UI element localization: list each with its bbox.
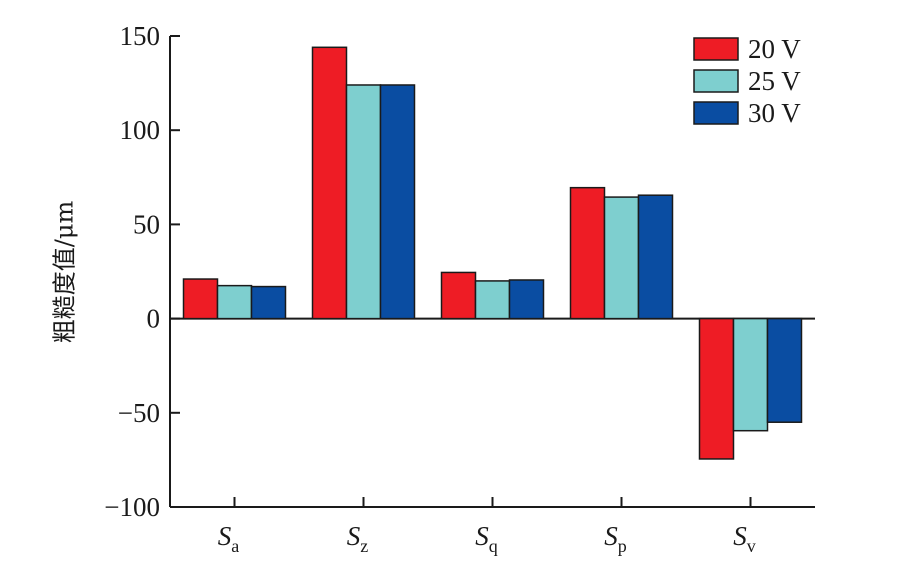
bar-25v-sa [216,284,253,320]
x-tick-label: Sq [475,521,498,556]
bar-20v-sv [698,317,735,460]
bar-20v-sp [569,186,606,320]
x-tick-label: Sa [218,521,240,556]
y-tick-label: −50 [118,398,160,428]
x-tick-label-main: S [347,521,361,551]
y-axis-label: 粗糙度值/μm [51,201,79,344]
y-ticks: −100 −50 0 50 100 150 [104,21,180,522]
y-tick-label: 0 [147,304,161,334]
bar-20v-sa [182,278,219,320]
legend-swatch [693,101,739,125]
bar-20v-sz [311,46,348,320]
x-tick-label-main: S [218,521,232,551]
legend-label: 20 V [748,34,801,64]
bar-25v-sz [345,84,382,320]
x-tick-label: Sz [347,521,369,556]
y-tick-label: 100 [120,115,161,145]
bar-20v-sq [440,271,477,320]
x-tick-label-sub: v [747,536,756,556]
bar-30v-sp [637,194,674,320]
x-tick-label-sub: z [360,536,368,556]
bar-30v-sq [508,279,545,320]
legend-label: 25 V [748,66,801,96]
x-tick-label-sub: a [231,536,239,556]
y-tick-label: 50 [133,209,160,239]
x-tick-label: Sv [733,521,756,556]
bar-30v-sa [250,285,287,320]
bar-25v-sq [474,280,511,320]
bars [182,46,803,460]
legend: 20 V25 V30 V [693,34,801,128]
x-ticks: Sa Sz Sq Sp Sv [218,497,756,556]
x-tick-label-sub: q [489,536,498,556]
legend-swatch [693,69,739,93]
x-tick-label-main: S [604,521,618,551]
legend-swatch [693,37,739,61]
y-tick-label: 150 [120,21,161,51]
x-tick-label-sub: p [618,536,627,556]
legend-label: 30 V [748,98,801,128]
bar-25v-sv [732,317,769,432]
x-tick-label-main: S [475,521,489,551]
x-tick-label: Sp [604,521,627,556]
bar-30v-sv [766,317,803,423]
x-tick-label-main: S [733,521,747,551]
bar-30v-sz [379,84,416,320]
bar-25v-sp [603,196,640,320]
y-tick-label: −100 [104,492,160,522]
